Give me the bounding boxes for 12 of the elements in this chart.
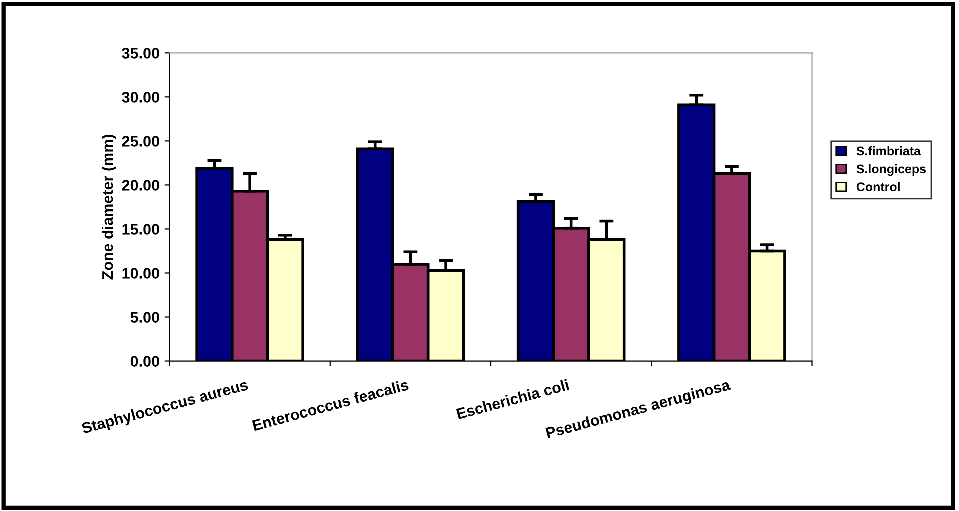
legend-label: Control xyxy=(856,182,900,192)
y-tick-label: 35.00 xyxy=(122,48,160,59)
y-axis-title: Zone diameter (mm) xyxy=(102,134,116,280)
legend-label: S.longiceps xyxy=(856,164,926,176)
y-tick-label: 15.00 xyxy=(122,224,160,235)
legend-label: S.fimbriata xyxy=(856,146,922,156)
y-tick-label: 30.00 xyxy=(122,92,160,103)
y-tick-label: 10.00 xyxy=(122,268,160,279)
y-tick-label: 5.00 xyxy=(130,312,160,323)
y-tick-label: 0.00 xyxy=(130,356,160,367)
y-tick-label: 20.00 xyxy=(122,180,160,191)
y-tick-label: 25.00 xyxy=(122,136,160,147)
